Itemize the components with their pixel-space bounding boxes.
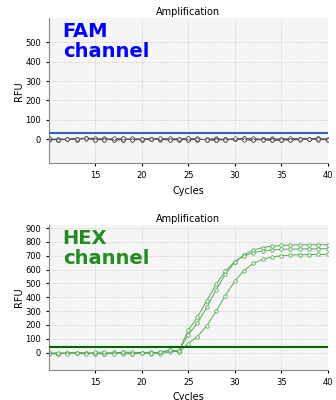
X-axis label: Cycles: Cycles [172, 186, 204, 196]
Title: Amplification: Amplification [156, 214, 220, 224]
Text: FAM
channel: FAM channel [62, 22, 149, 61]
Y-axis label: RFU: RFU [14, 81, 24, 100]
X-axis label: Cycles: Cycles [172, 392, 204, 400]
Text: HEX
channel: HEX channel [62, 229, 149, 268]
Title: Amplification: Amplification [156, 7, 220, 17]
Y-axis label: RFU: RFU [14, 288, 24, 307]
